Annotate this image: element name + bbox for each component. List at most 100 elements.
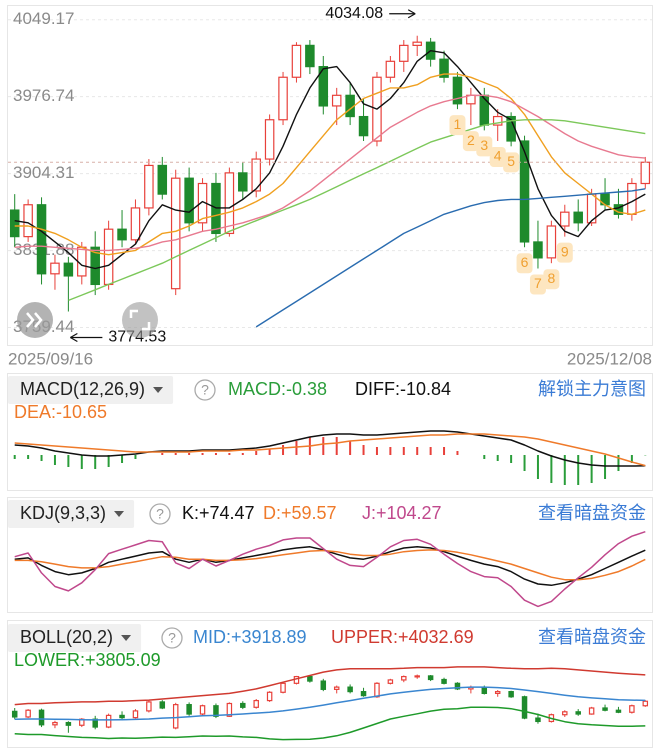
candle-body — [144, 164, 154, 209]
td-badge — [462, 131, 479, 152]
candle-body — [251, 158, 261, 192]
candle-body — [224, 172, 235, 235]
legend-label: MACD:-0.38 — [228, 379, 327, 399]
dropdown-arrow[interactable] — [121, 635, 132, 641]
panel-link[interactable]: 解锁主力意图 — [538, 379, 646, 399]
help-text[interactable]: ? — [201, 382, 209, 398]
macd-frame — [7, 373, 653, 491]
legend-label: J:+104.27 — [362, 503, 442, 523]
candle-body — [452, 76, 463, 105]
candle-body — [401, 675, 407, 681]
td-badge — [516, 253, 533, 274]
fullscreen-icon — [129, 309, 151, 331]
kdj-frame — [7, 497, 653, 613]
candle-body — [157, 164, 168, 195]
moving-average-line — [14, 50, 646, 270]
help-text[interactable]: ? — [156, 506, 164, 522]
legend-label: D:+59.57 — [263, 503, 337, 523]
candle-body — [132, 710, 139, 719]
candle-body — [454, 682, 461, 690]
candle-body — [494, 691, 501, 695]
help-icon[interactable] — [149, 503, 171, 525]
y-tick-label: 3904.31 — [13, 163, 74, 182]
candle-body — [23, 204, 33, 238]
indicator-selector[interactable] — [8, 500, 135, 528]
candle-body — [560, 211, 570, 227]
indicator-title[interactable]: MACD(12,26,9) — [20, 379, 145, 399]
candle-body — [184, 177, 194, 224]
candle-body — [119, 714, 125, 719]
expand-button[interactable] — [17, 302, 53, 338]
help-icon[interactable] — [161, 627, 183, 649]
candle-body — [427, 675, 434, 681]
dropdown-arrow[interactable] — [114, 511, 125, 517]
candle-body — [199, 705, 206, 715]
candle-body — [374, 682, 380, 698]
fullscreen-button-bg[interactable] — [122, 302, 158, 338]
candle-body — [358, 115, 369, 137]
candle-body — [172, 704, 179, 729]
candle-body — [588, 707, 595, 715]
candle-body — [535, 717, 541, 723]
indicator-selector[interactable] — [8, 624, 142, 652]
candle-body — [629, 705, 635, 713]
fullscreen-button[interactable] — [122, 302, 158, 338]
candle-body — [25, 709, 31, 718]
candle-body — [439, 58, 449, 78]
td-label: 5 — [507, 153, 515, 169]
legend-label: LOWER:+3805.09 — [14, 650, 161, 670]
td-badge — [449, 115, 466, 136]
y-tick-label: 4049.17 — [13, 9, 74, 28]
indicator-title[interactable]: BOLL(20,2) — [20, 627, 113, 647]
candle-body — [318, 66, 329, 107]
candle-body — [9, 209, 20, 238]
candle-body — [331, 94, 342, 107]
candle-body — [52, 721, 58, 726]
candle-body — [615, 709, 622, 713]
help-icon[interactable] — [194, 379, 216, 401]
kdj-line — [14, 546, 646, 587]
candle-body — [333, 686, 340, 690]
candle-body — [399, 44, 409, 62]
chevron — [34, 312, 43, 328]
td-label: 4 — [494, 148, 502, 164]
candle-body — [575, 711, 581, 715]
candle-body — [602, 707, 608, 711]
candle-body — [226, 702, 233, 717]
annotation-arrowhead — [70, 332, 78, 343]
expand-button-bg[interactable] — [17, 302, 53, 338]
td-badge — [556, 242, 573, 263]
candle-body — [360, 691, 367, 697]
legend-label: DIFF:-10.84 — [355, 379, 451, 399]
dropdown-arrow[interactable] — [153, 387, 164, 393]
candle-body — [253, 699, 259, 708]
candle-body — [640, 161, 651, 185]
legend-label: UPPER:+4032.69 — [331, 627, 474, 647]
td-label: 3 — [480, 137, 488, 153]
panel-link[interactable]: 查看暗盘资金 — [538, 627, 646, 647]
candle-body — [186, 704, 192, 715]
high-annotation: 4034.08 — [325, 5, 383, 22]
candle-body — [307, 675, 313, 682]
candle-body — [627, 182, 637, 215]
candle-body — [508, 691, 514, 698]
candle-body — [50, 262, 60, 275]
candle-body — [441, 678, 447, 684]
boll-line — [14, 686, 646, 721]
legend-label: DEA:-10.65 — [14, 402, 107, 422]
indicator-selector[interactable] — [8, 376, 174, 404]
candle-body — [170, 177, 181, 290]
candle-body — [573, 211, 583, 224]
panel-link[interactable]: 查看暗盘资金 — [538, 503, 646, 523]
candle-body — [11, 710, 18, 718]
indicator-title[interactable]: KDJ(9,3,3) — [20, 503, 106, 523]
candle-body — [117, 228, 127, 241]
candle-body — [266, 691, 273, 702]
help-text[interactable]: ? — [168, 630, 176, 646]
macd-line — [14, 430, 646, 467]
td-badge — [543, 269, 560, 290]
candle-body — [492, 115, 503, 126]
candle-body — [320, 680, 327, 690]
